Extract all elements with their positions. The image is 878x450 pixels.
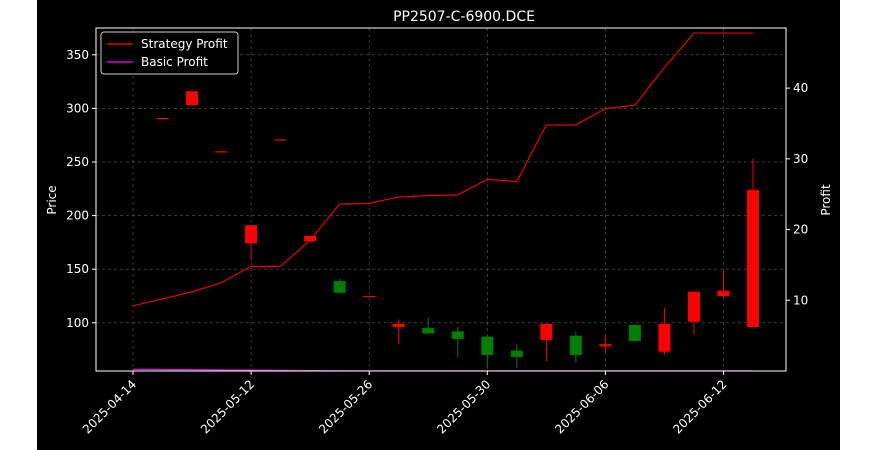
date-tick-label: 2025-05-12 — [198, 377, 257, 436]
candle-body — [569, 335, 582, 355]
candle-body — [363, 295, 376, 298]
candle-body — [215, 151, 228, 153]
candle-body — [628, 324, 641, 341]
candle-body — [333, 280, 346, 293]
legend: Strategy Profit Basic Profit — [100, 31, 239, 75]
date-tick-label: 2025-06-12 — [670, 377, 729, 436]
candle-body — [747, 189, 759, 328]
price-tick-label: 200 — [66, 209, 89, 223]
candle-body — [392, 323, 405, 328]
candle-body — [274, 139, 287, 141]
legend-label-strategy-profit: Strategy Profit — [141, 37, 228, 51]
series-line-strategy-profit — [132, 32, 753, 307]
price-tick-label: 250 — [66, 155, 89, 169]
date-tick-label: 2025-05-26 — [316, 377, 375, 436]
date-tick-label: 2025-04-14 — [80, 377, 139, 436]
candle-body — [599, 344, 612, 347]
candle-body — [481, 336, 494, 355]
profit-tick-label: 40 — [793, 81, 808, 95]
candlestick-chart: PP2507-C-6900.DCE 100 150 200 250 300 350 10 2… — [45, 9, 833, 436]
profit-tick-label: 10 — [793, 293, 808, 307]
profit-tick-label: 20 — [793, 223, 808, 237]
candle-body — [510, 350, 523, 358]
profit-axis: 10 20 30 40 — [786, 81, 808, 307]
figure: PP2507-C-6900.DCE 100 150 200 250 300 350 10 2… — [37, 0, 840, 450]
candle-body — [245, 225, 258, 244]
price-axis: 100 150 200 250 300 350 — [66, 48, 96, 330]
date-tick-label: 2025-06-06 — [552, 377, 611, 436]
profit-lines — [132, 32, 753, 372]
price-tick-label: 300 — [66, 101, 89, 115]
price-tick-label: 350 — [66, 48, 89, 62]
candle-body — [451, 331, 464, 339]
candle-body — [422, 328, 435, 334]
chart-title: PP2507-C-6900.DCE — [393, 9, 535, 25]
candle-body — [717, 290, 730, 296]
price-tick-label: 150 — [66, 262, 89, 276]
profit-tick-label: 30 — [793, 152, 808, 166]
price-tick-label: 100 — [66, 316, 89, 330]
candle-body — [186, 91, 199, 106]
grid — [96, 28, 786, 371]
legend-box — [100, 31, 239, 75]
plot-frame — [95, 27, 787, 372]
candle-body — [540, 323, 553, 340]
date-tick-label: 2025-05-30 — [434, 377, 493, 436]
date-axis: 2025-04-14 2025-05-12 2025-05-26 2025-05-30… — [80, 371, 730, 436]
price-axis-label: Price — [45, 185, 59, 214]
legend-label-basic-profit: Basic Profit — [141, 55, 208, 69]
candles — [156, 91, 759, 369]
candle-body — [687, 291, 700, 322]
candle-body — [304, 235, 317, 242]
candle-body — [658, 323, 671, 352]
profit-axis-label: Profit — [819, 184, 833, 216]
candle-body — [156, 118, 169, 120]
